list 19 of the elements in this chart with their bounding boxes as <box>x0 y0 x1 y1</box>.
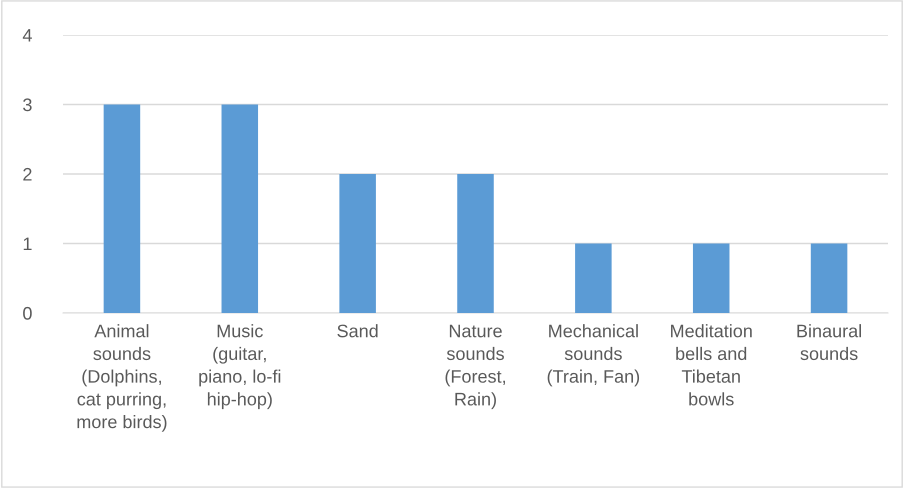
y-tick-label: 2 <box>23 168 32 181</box>
x-tick-label: Sand <box>337 324 378 338</box>
bar <box>810 244 848 313</box>
x-tick-label: Nature sounds (Forest, Rain) <box>446 324 505 410</box>
bar <box>457 174 494 313</box>
x-tick-label: Mechanical sounds (Train, Fan) <box>548 324 640 386</box>
bar <box>222 104 258 313</box>
x-tick-label: Binaural sounds <box>797 324 861 360</box>
x-tick-label: Meditation bells and Tibetan bowls <box>671 324 752 406</box>
y-tick-label: 3 <box>23 98 32 112</box>
bar <box>104 104 140 313</box>
bar <box>692 244 730 313</box>
y-tick-label: 4 <box>22 29 32 42</box>
bar <box>575 244 612 313</box>
x-tick-label: Music (guitar, piano, lo-fi hip-hop) <box>199 324 280 410</box>
x-tick-label: Animal sounds (Dolphins, cat purring, more birds) <box>77 324 166 432</box>
y-tick-label: 0 <box>23 306 32 320</box>
bar <box>339 174 376 313</box>
y-tick-label: 1 <box>24 238 32 250</box>
